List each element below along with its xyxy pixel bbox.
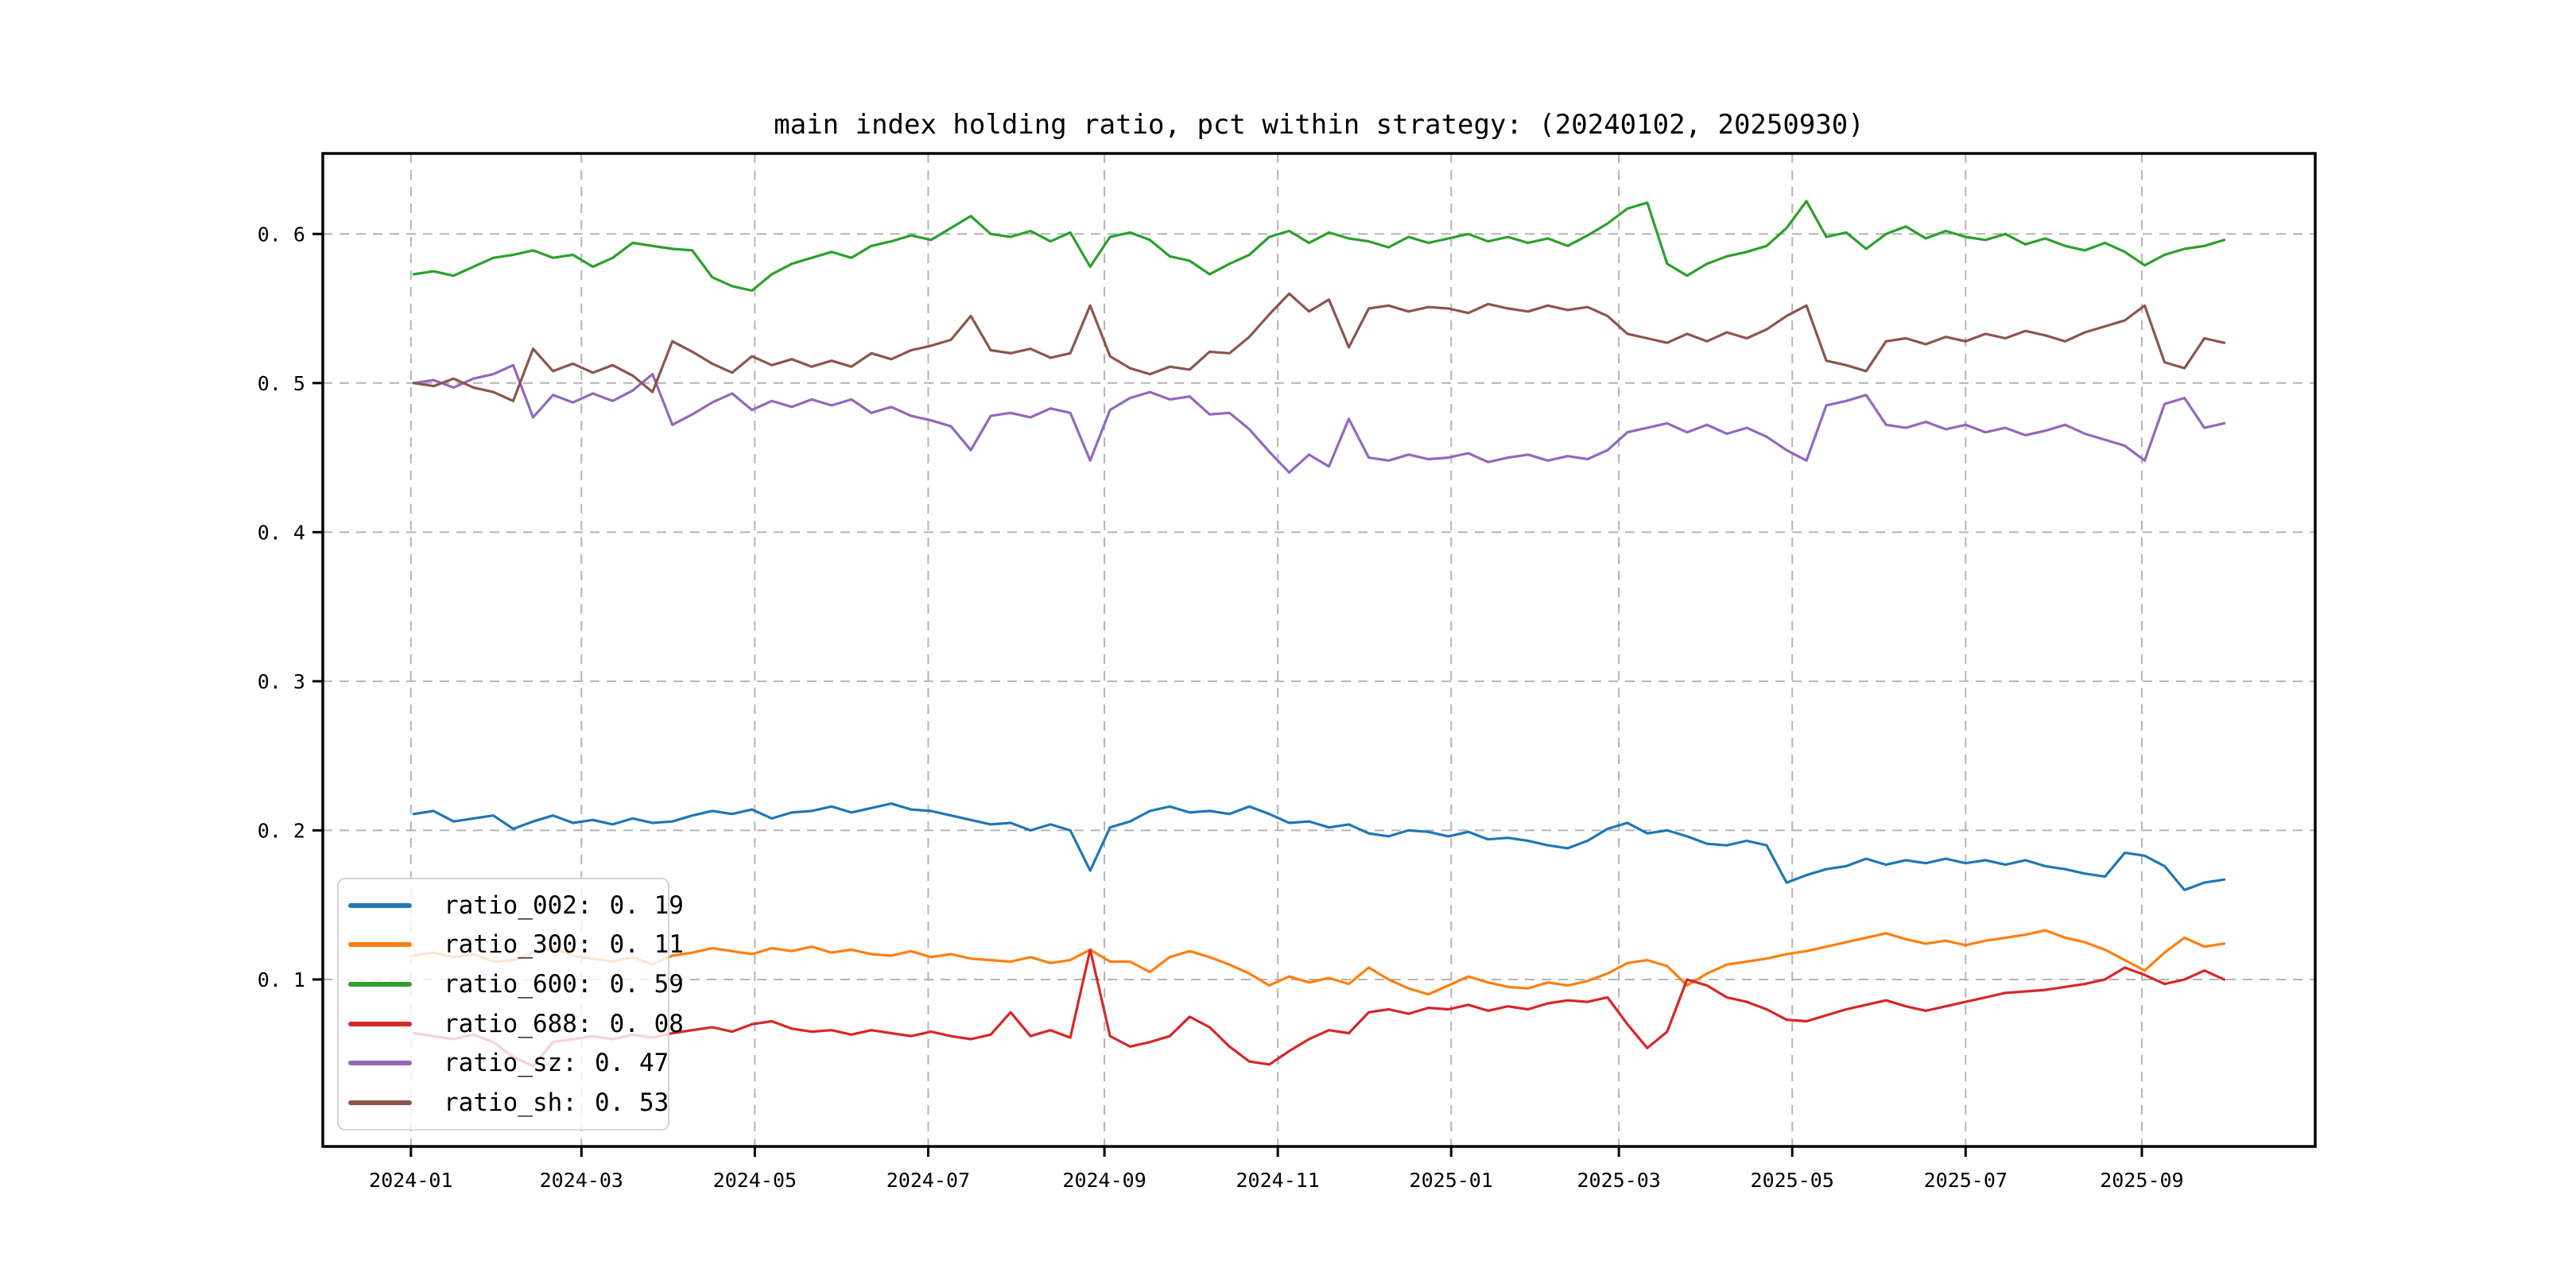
legend-value: 0. 08	[609, 1009, 684, 1038]
series-line-ratio_sz	[412, 363, 2226, 474]
legend-box: ratio_002: 0. 19 ratio_300: 0. 11 ratio_…	[337, 878, 684, 1131]
series-line-ratio_600	[412, 200, 2226, 293]
legend-item-ratio-600: ratio_600: 0. 59	[348, 970, 684, 999]
legend-item-ratio-300: ratio_300: 0. 11	[348, 930, 684, 960]
x-tick-label: 2024-09	[1062, 1169, 1146, 1192]
legend-value: 0. 11	[609, 930, 684, 960]
x-tick-label: 2025-01	[1410, 1169, 1493, 1192]
ratio-002-line-swatch	[348, 902, 412, 908]
x-tick-label: 2025-03	[1577, 1169, 1660, 1192]
x-tick-label: 2025-07	[1924, 1169, 2008, 1192]
series-line-ratio_002	[412, 802, 2226, 892]
plot-frame	[321, 152, 2317, 1148]
legend-value: 0. 53	[594, 1088, 669, 1118]
x-tick-label: 2024-05	[713, 1169, 797, 1192]
legend-item-ratio-688: ratio_688: 0. 08	[348, 1009, 684, 1038]
ratio-sh-line-swatch	[348, 1100, 412, 1106]
series-line-ratio_sh	[412, 292, 2226, 402]
legend-value: 0. 59	[609, 970, 684, 999]
y-tick-label: 0. 5	[258, 372, 305, 395]
legend-label: ratio_688:	[444, 1009, 592, 1038]
ratio-300-line-swatch	[348, 942, 412, 948]
ratio-sz-line-swatch	[348, 1061, 412, 1066]
chart-title: main index holding ratio, pct within str…	[774, 109, 1864, 141]
x-tick-label: 2024-11	[1236, 1169, 1319, 1192]
y-tick-label: 0. 4	[258, 521, 305, 544]
y-tick-label: 0. 3	[258, 670, 305, 693]
legend-label: ratio_002:	[444, 890, 592, 920]
legend-label: ratio_300:	[444, 930, 592, 960]
series-line-ratio_688	[412, 948, 2226, 1068]
legend-item-ratio-002: ratio_002: 0. 19	[348, 890, 684, 920]
legend-item-ratio-sh: ratio_sh: 0. 53	[348, 1088, 669, 1118]
legend-value: 0. 47	[594, 1049, 669, 1078]
legend-item-ratio-sz: ratio_sz: 0. 47	[348, 1049, 669, 1078]
legend-value: 0. 19	[609, 890, 684, 920]
y-tick-label: 0. 2	[258, 819, 305, 842]
x-tick-label: 2024-01	[369, 1169, 452, 1192]
x-tick-label: 2025-09	[2100, 1169, 2183, 1192]
y-tick-label: 0. 6	[258, 223, 305, 246]
legend-label: ratio_sz:	[444, 1049, 577, 1078]
y-tick-label: 0. 1	[258, 968, 305, 991]
legend-label: ratio_sh:	[444, 1088, 577, 1118]
x-tick-label: 2024-07	[886, 1169, 970, 1192]
series-line-ratio_300	[412, 929, 2226, 996]
ratio-600-line-swatch	[348, 982, 412, 987]
x-tick-label: 2024-03	[540, 1169, 623, 1192]
ratio-688-line-swatch	[348, 1021, 412, 1026]
legend-label: ratio_600:	[444, 970, 592, 999]
x-tick-label: 2025-05	[1751, 1169, 1834, 1192]
